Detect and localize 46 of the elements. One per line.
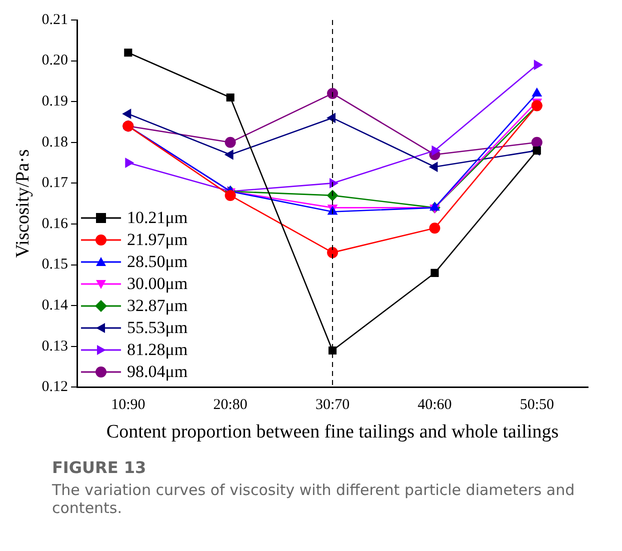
y-tick-label: 0.13 [42,338,68,354]
point [429,222,440,234]
point [327,247,338,258]
point [429,162,438,172]
y-tick-label: 0.16 [42,216,69,232]
y-tick-label: 0.19 [42,94,68,110]
legend-label: 55.53μm [127,318,188,338]
y-tick-label: 0.21 [42,12,68,28]
point [327,113,336,123]
x-tick-label: 40:60 [418,397,452,414]
y-tick-label: 0.15 [42,256,68,273]
legend-label: 30.00μm [127,274,188,294]
point [430,268,439,277]
x-tick-label: 50:50 [520,397,554,414]
y-axis-title: Viscosity/Pa·s [12,149,34,258]
point [430,202,440,211]
legend-label: 81.28μm [127,340,188,360]
point [125,158,134,168]
point [531,136,542,148]
point [224,190,236,201]
point [226,93,234,102]
point [224,136,236,148]
point [328,346,337,355]
point [122,109,132,119]
point [124,48,132,57]
legend-label: 10.21μm [127,208,188,228]
y-tick-label: 0.12 [42,379,68,396]
y-tick-label: 0.20 [42,52,68,69]
x-tick-label: 10:90 [111,397,146,414]
x-tick-label: 20:80 [213,397,248,414]
x-axis-title: Content proportion between fine tailings and whole tailings [106,422,559,443]
point [224,150,234,160]
legend-label: 21.97μm [127,230,188,250]
caption: FIGURE 13 [52,458,148,477]
y-tick-label: 0.18 [42,134,68,150]
point [432,146,440,156]
x-tick-label: 30:70 [315,397,350,414]
point [327,88,338,99]
legend-label: 98.04μm [127,362,188,382]
legend-label: 32.87μm [127,296,188,316]
point [532,88,542,96]
y-tick-label: 0.14 [42,298,69,314]
text: The variation curves of viscosity with different particle diameters and contents. [52,481,576,517]
legend-label: 28.50μm [127,252,188,272]
point [534,60,542,70]
y-tick-label: 0.17 [42,175,69,192]
